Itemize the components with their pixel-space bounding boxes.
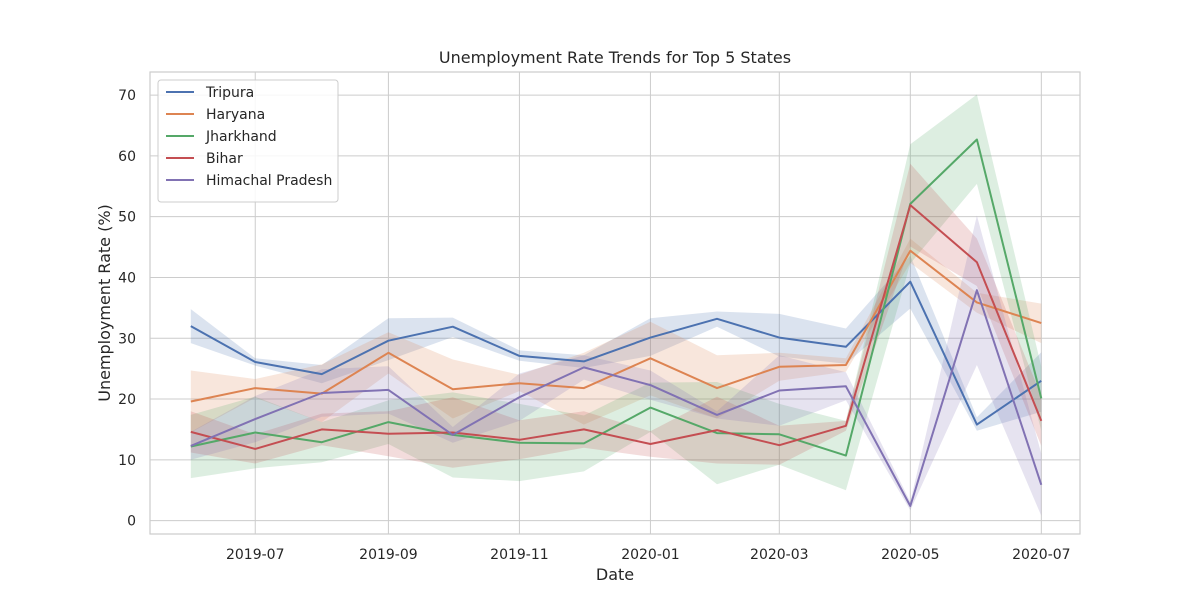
band-tripura	[190, 255, 1042, 431]
plot-border	[149, 71, 1081, 535]
x-tick-label: 2019-11	[490, 547, 549, 563]
band-bihar	[190, 163, 1042, 468]
x-tick-label: 2019-07	[226, 547, 285, 563]
band-haryana	[190, 238, 1042, 433]
y-tick-label: 20	[118, 392, 136, 408]
x-axis-label: Date	[596, 565, 634, 584]
line-jharkhand	[190, 138, 1043, 457]
plot-frame	[149, 71, 1081, 535]
chart-title: Unemployment Rate Trends for Top 5 State…	[439, 48, 791, 67]
legend-box	[157, 79, 339, 203]
legend-label-bihar: Bihar	[206, 151, 243, 167]
legend-label-jharkhand: Jharkhand	[205, 129, 277, 145]
legend-label-haryana: Haryana	[206, 107, 265, 123]
x-tick-label: 2020-03	[750, 547, 809, 563]
y-tick-label: 10	[118, 453, 136, 469]
y-tick-label: 70	[118, 88, 136, 104]
x-tick-label: 2019-09	[359, 547, 418, 563]
y-tick-label: 50	[118, 210, 136, 226]
legend: Tripura Haryana Jharkhand Bihar Himachal Pra…	[157, 79, 339, 203]
line-bihar	[190, 204, 1043, 450]
y-tick-label: 40	[118, 270, 136, 286]
series-lines	[190, 138, 1043, 507]
y-tick-label: 0	[127, 514, 136, 530]
y-tick-label: 30	[118, 331, 136, 347]
x-axis-ticks: 2019-07 2019-09 2019-11 2020-01 2020-03 2020-…	[226, 547, 1071, 563]
x-tick-label: 2020-07	[1012, 547, 1071, 563]
y-axis-label: Unemployment Rate (%)	[95, 204, 114, 402]
legend-label-tripura: Tripura	[205, 85, 254, 101]
x-tick-label: 2020-01	[621, 547, 680, 563]
confidence-bands	[190, 94, 1042, 516]
line-tripura	[190, 280, 1042, 426]
band-jharkhand	[190, 94, 1042, 491]
legend-label-himachal-pradesh: Himachal Pradesh	[206, 173, 332, 189]
x-tick-label: 2020-05	[881, 547, 940, 563]
line-himachal-pradesh	[190, 289, 1043, 507]
line-haryana	[190, 249, 1042, 403]
y-tick-label: 60	[118, 149, 136, 165]
band-himachal-pradesh	[190, 215, 1042, 516]
y-axis-ticks: 0 10 20 30 40 50 60 70	[118, 88, 136, 530]
